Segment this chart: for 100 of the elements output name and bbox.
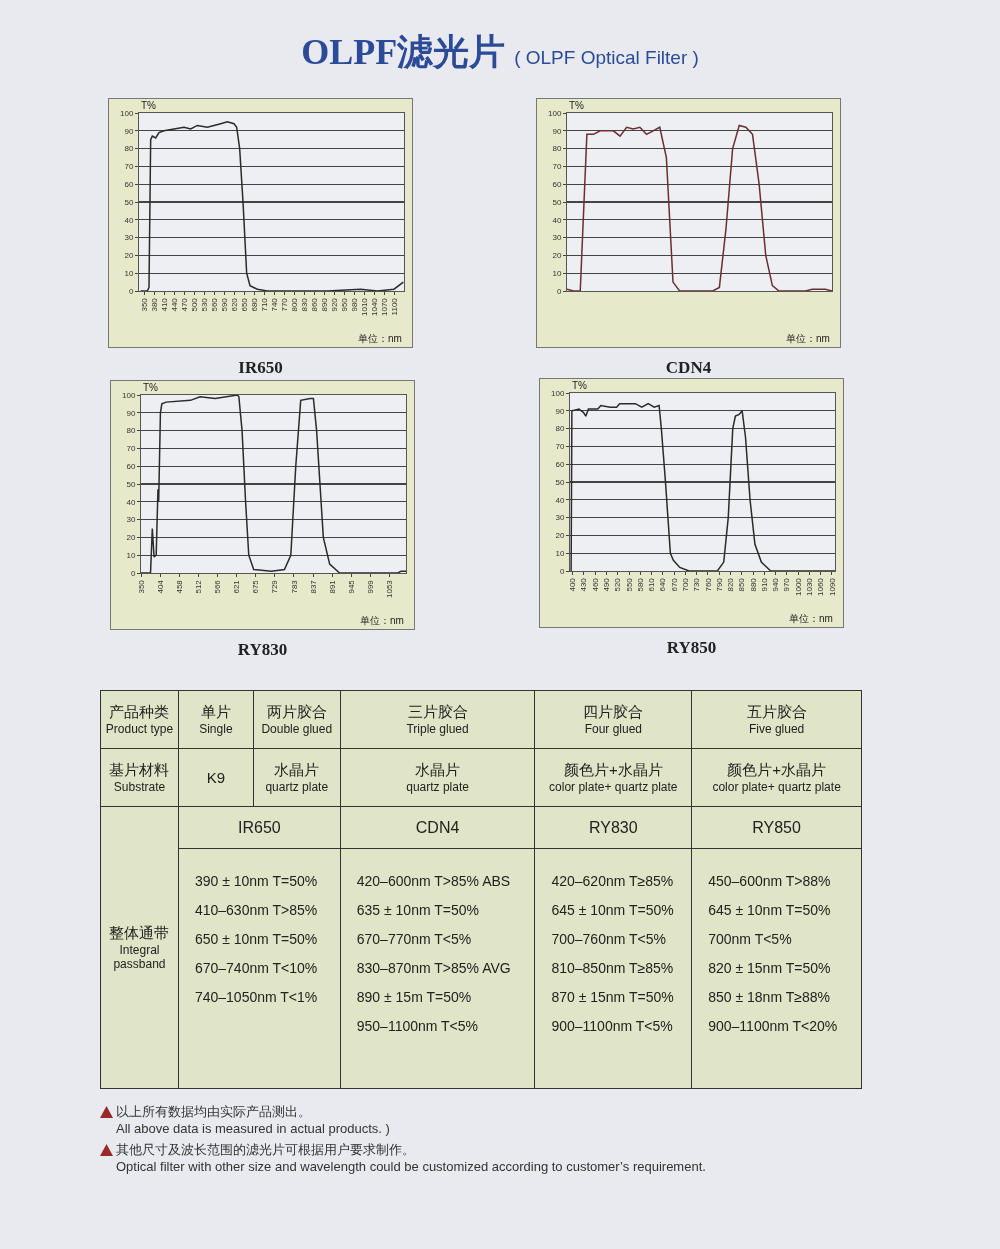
text: CDN4 (340, 806, 535, 849)
y-tick-label: 40 (124, 215, 134, 225)
y-axis-title: T% (143, 382, 159, 393)
y-axis-title: T% (569, 100, 585, 111)
x-tick-label: 500 (189, 297, 199, 312)
x-tick-label: 920 (329, 297, 339, 312)
text: 水晶片 quartz plate (405, 761, 470, 794)
x-axis-title: 单位：nm (360, 615, 404, 626)
x-tick-label: 400 (568, 577, 578, 592)
y-tick-label: 10 (126, 551, 136, 560)
x-tick-label: 566 (212, 579, 222, 594)
x-tick-label: 650 (239, 297, 249, 312)
x-tick-label: 890 (319, 297, 329, 312)
y-tick-label: 70 (555, 442, 565, 452)
x-tick-label: 1070 (379, 297, 389, 316)
x-tick-label: 470 (179, 297, 189, 312)
text: IR650 (178, 806, 341, 849)
y-tick-label: 90 (552, 126, 562, 136)
y-axis-title: T% (141, 100, 157, 111)
y-tick-label: 100 (122, 390, 136, 400)
text: 420–600nm T>85% ABS 635 ± 10nm T=50% 670–770nm T<5% 830–870nm T>85% AVG 890 ± 15m T=50% 950–1100nm T<5% (340, 848, 535, 1089)
y-tick-label: 10 (124, 269, 134, 278)
text: CDN4 (664, 358, 713, 378)
x-tick-label: 1100 (389, 297, 399, 316)
y-tick-label: 90 (124, 126, 134, 136)
y-tick-label: 40 (126, 497, 136, 507)
x-tick-label: 945 (346, 579, 356, 594)
x-tick-label: 640 (658, 577, 668, 592)
text: 两片胶合 Double glued (260, 703, 334, 736)
y-tick-label: 90 (555, 406, 565, 416)
x-tick-label: 1000 (793, 577, 803, 596)
x-tick-label: 580 (635, 577, 645, 592)
y-tick-label: 30 (126, 515, 136, 525)
x-tick-label: 910 (759, 577, 769, 592)
x-tick-label: 621 (232, 579, 242, 594)
x-tick-label: 1040 (369, 297, 379, 316)
y-tick-label: 20 (126, 533, 136, 543)
x-tick-label: 670 (669, 577, 679, 592)
y-tick-label: 0 (559, 566, 565, 576)
x-tick-label: 970 (782, 577, 792, 592)
x-axis-title: 单位：nm (786, 333, 830, 344)
text: OLPF滤光片 ( OLPF Optical Filter ) (301, 32, 699, 72)
x-tick-label: 891 (327, 579, 337, 594)
x-tick-label: 999 (365, 579, 375, 594)
y-tick-label: 80 (555, 424, 565, 434)
y-tick-label: 80 (552, 144, 562, 154)
x-tick-label: 490 (602, 577, 612, 592)
x-tick-label: 680 (249, 297, 259, 312)
y-tick-label: 50 (552, 197, 562, 207)
text: RY830 (534, 806, 692, 849)
text: 420–620nm T≥85% 645 ± 10nm T=50% 700–760nm T<5% 810–850nm T≥85% 870 ± 15nm T=50% 900–1100nm T<5% (534, 848, 692, 1089)
y-tick-label: 50 (126, 479, 136, 489)
y-tick-label: 20 (124, 251, 134, 261)
x-tick-label: 460 (590, 577, 600, 592)
x-tick-label: 770 (279, 297, 289, 312)
x-tick-label: 800 (289, 297, 299, 312)
text: 390 ± 10nm T=50% 410–630nm T>85% 650 ± 10nm T=50% 670–740nm T<10% 740–1050nm T<1% (178, 848, 341, 1089)
x-tick-label: 458 (174, 579, 184, 594)
x-tick-label: 520 (613, 577, 623, 592)
x-tick-label: 430 (579, 577, 589, 592)
y-axis-title: T% (572, 380, 588, 391)
x-tick-label: 950 (339, 297, 349, 312)
x-tick-label: 350 (139, 297, 149, 312)
text: 以上所有数据均由实际产品测出。 All above data is measured in actual products. ) (116, 1103, 390, 1137)
text: 三片胶合 Triple glued (405, 703, 470, 736)
y-tick-label: 100 (120, 108, 134, 118)
x-tick-label: 740 (269, 297, 279, 312)
y-tick-label: 100 (551, 388, 565, 398)
x-tick-label: 940 (771, 577, 781, 592)
text: 颜色片+水晶片 color plate+ quartz plate (548, 761, 679, 794)
x-tick-label: 783 (289, 579, 299, 594)
x-tick-label: 1030 (805, 577, 815, 596)
text: 其他尺寸及波长范围的滤光片可根据用户要求制作。 Optical filter with other size and wavelength could be customized according to customer’s requirement. (116, 1141, 706, 1175)
x-tick-label: 880 (748, 577, 758, 592)
text: 单片 Single (198, 703, 234, 736)
text: RY850 (691, 806, 862, 849)
x-tick-label: 790 (714, 577, 724, 592)
y-tick-label: 0 (556, 286, 562, 296)
text: 450–600nm T>88% 645 ± 10nm T=50% 700nm T<5% 820 ± 15nm T=50% 850 ± 18nm T≥88% 900–1100nm T<20% (691, 848, 862, 1089)
text: 整体通带 Integral passband (108, 924, 171, 971)
y-tick-label: 20 (555, 531, 565, 541)
y-tick-label: 30 (552, 233, 562, 243)
text: 产品种类 Product type (104, 703, 175, 736)
y-tick-label: 30 (124, 233, 134, 243)
x-tick-label: 1060 (816, 577, 826, 596)
y-tick-label: 80 (124, 144, 134, 154)
y-tick-label: 70 (124, 162, 134, 172)
y-tick-label: 70 (552, 162, 562, 172)
y-tick-label: 50 (555, 477, 565, 487)
x-tick-label: 837 (308, 579, 318, 594)
y-tick-label: 10 (555, 549, 565, 558)
x-tick-label: 675 (251, 579, 261, 594)
y-tick-label: 10 (552, 269, 562, 278)
x-tick-label: 550 (624, 577, 634, 592)
x-tick-label: 410 (159, 297, 169, 312)
y-tick-label: 20 (552, 251, 562, 261)
x-tick-label: 980 (349, 297, 359, 312)
y-tick-label: 0 (130, 568, 136, 578)
x-tick-label: 760 (703, 577, 713, 592)
text: 水晶片 quartz plate (264, 761, 330, 794)
